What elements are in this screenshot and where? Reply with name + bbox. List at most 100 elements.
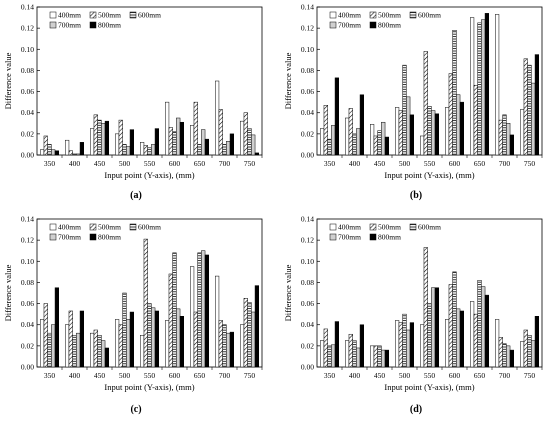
x-tick-label: 600	[449, 159, 461, 168]
bar-500mm-550	[423, 247, 428, 368]
bar-800mm-450	[104, 120, 110, 156]
bar-800mm-450	[384, 136, 390, 156]
y-tick-label: 0.06	[21, 87, 34, 96]
bar-500mm-700	[218, 320, 223, 368]
bar-600mm-700	[502, 114, 507, 156]
bar-500mm-550	[143, 238, 148, 368]
bar-600mm-500	[402, 313, 407, 368]
bar-700mm-400	[76, 332, 81, 368]
x-axis-label: Input point (Y-axis), (mm)	[104, 382, 194, 392]
x-tick-label: 650	[194, 371, 206, 380]
bar-800mm-700	[509, 349, 515, 368]
bar-500mm-450	[373, 135, 378, 156]
legend-label-700mm: 700mm	[58, 233, 81, 242]
legend-label-600mm: 600mm	[138, 223, 161, 232]
panel-caption: (d)	[410, 404, 422, 415]
chart-panel-2: 0.00 0.02 0.04 0.06 0.08 0.10 0.12 0.14 350 400 45…	[3, 215, 263, 415]
bar-600mm-550	[427, 303, 432, 368]
bar-500mm-350	[43, 303, 48, 368]
bar-700mm-400	[356, 128, 361, 156]
legend-swatch-400mm	[329, 223, 337, 231]
legend-swatch-500mm	[89, 223, 97, 231]
bar-400mm-450	[370, 345, 375, 368]
bar-700mm-650	[481, 286, 486, 368]
y-tick-label: 0.14	[301, 215, 314, 224]
x-tick-label: 550	[424, 159, 436, 168]
x-tick-label: 650	[194, 159, 206, 168]
x-tick-label: 350	[44, 371, 56, 380]
bar-800mm-650	[204, 138, 210, 156]
bar-400mm-550	[140, 335, 145, 368]
y-tick-label: 0.04	[21, 108, 34, 117]
legend-swatch-500mm	[369, 11, 377, 19]
x-tick-label: 600	[169, 159, 181, 168]
bar-800mm-600	[459, 310, 465, 368]
x-tick-label: 650	[474, 159, 486, 168]
bar-700mm-600	[456, 308, 461, 368]
bar-800mm-500	[129, 311, 135, 368]
y-tick-label: 0.00	[21, 151, 34, 160]
y-tick-label: 0.04	[21, 320, 34, 329]
bar-700mm-650	[481, 19, 486, 156]
y-tick-label: 0.14	[21, 215, 34, 224]
legend-swatch-600mm	[409, 11, 417, 19]
bar-800mm-350	[54, 287, 59, 368]
bar-400mm-750	[520, 109, 525, 156]
bar-700mm-450	[101, 123, 106, 156]
bar-500mm-500	[118, 324, 123, 368]
bar-700mm-350	[51, 324, 56, 368]
bar-500mm-600	[168, 273, 173, 368]
bar-800mm-700	[229, 133, 235, 156]
y-tick-label: 0.12	[301, 236, 314, 245]
legend-label-400mm: 400mm	[58, 223, 81, 232]
bar-500mm-750	[243, 112, 248, 156]
bar-500mm-400	[348, 333, 353, 368]
bar-500mm-600	[448, 73, 453, 156]
bar-800mm-550	[154, 310, 160, 368]
x-tick-label: 500	[119, 371, 131, 380]
legend-swatch-600mm	[409, 223, 417, 231]
x-axis-label: Input point (Y-axis), (mm)	[384, 382, 474, 392]
bar-800mm-350	[54, 150, 59, 156]
x-tick-label: 550	[424, 371, 436, 380]
y-tick-label: 0.06	[301, 87, 314, 96]
x-tick-label: 700	[219, 159, 231, 168]
y-tick-label: 0.00	[21, 363, 34, 372]
y-tick-label: 0.08	[301, 278, 314, 287]
bar-500mm-650	[193, 311, 198, 368]
x-tick-label: 350	[324, 371, 336, 380]
bar-400mm-750	[240, 324, 245, 368]
y-tick-label: 0.02	[301, 129, 314, 138]
chart-panel-0: 0.00 0.02 0.04 0.06 0.08 0.10 0.12 0.14 350 400 45…	[3, 3, 263, 201]
bar-400mm-550	[420, 324, 425, 368]
legend-label-700mm: 700mm	[338, 21, 361, 30]
bar-800mm-350	[334, 321, 339, 368]
legend-swatch-400mm	[49, 223, 57, 231]
bar-800mm-500	[129, 129, 135, 156]
bar-700mm-500	[406, 96, 411, 156]
bar-500mm-400	[68, 150, 73, 156]
bar-700mm-550	[151, 144, 156, 156]
bar-500mm-450	[93, 329, 98, 368]
bar-700mm-550	[431, 110, 436, 156]
x-tick-label: 450	[94, 159, 106, 168]
bar-400mm-750	[240, 120, 245, 156]
bar-500mm-750	[523, 58, 528, 156]
legend-label-800mm: 800mm	[98, 233, 121, 242]
bar-600mm-550	[147, 303, 152, 368]
legend-label-500mm: 500mm	[98, 11, 121, 20]
bar-400mm-350	[40, 149, 45, 156]
bar-400mm-350	[320, 340, 325, 368]
legend-swatch-500mm	[369, 223, 377, 231]
bar-600mm-700	[222, 324, 227, 368]
bar-800mm-600	[179, 316, 185, 368]
bar-700mm-350	[331, 125, 336, 156]
x-tick-label: 500	[399, 159, 411, 168]
bar-600mm-500	[122, 144, 127, 156]
bar-600mm-750	[527, 335, 532, 368]
bar-400mm-350	[40, 319, 45, 368]
bar-400mm-350	[320, 128, 325, 156]
bar-800mm-650	[484, 294, 490, 368]
x-axis-label: Input point (Y-axis), (mm)	[384, 170, 474, 180]
